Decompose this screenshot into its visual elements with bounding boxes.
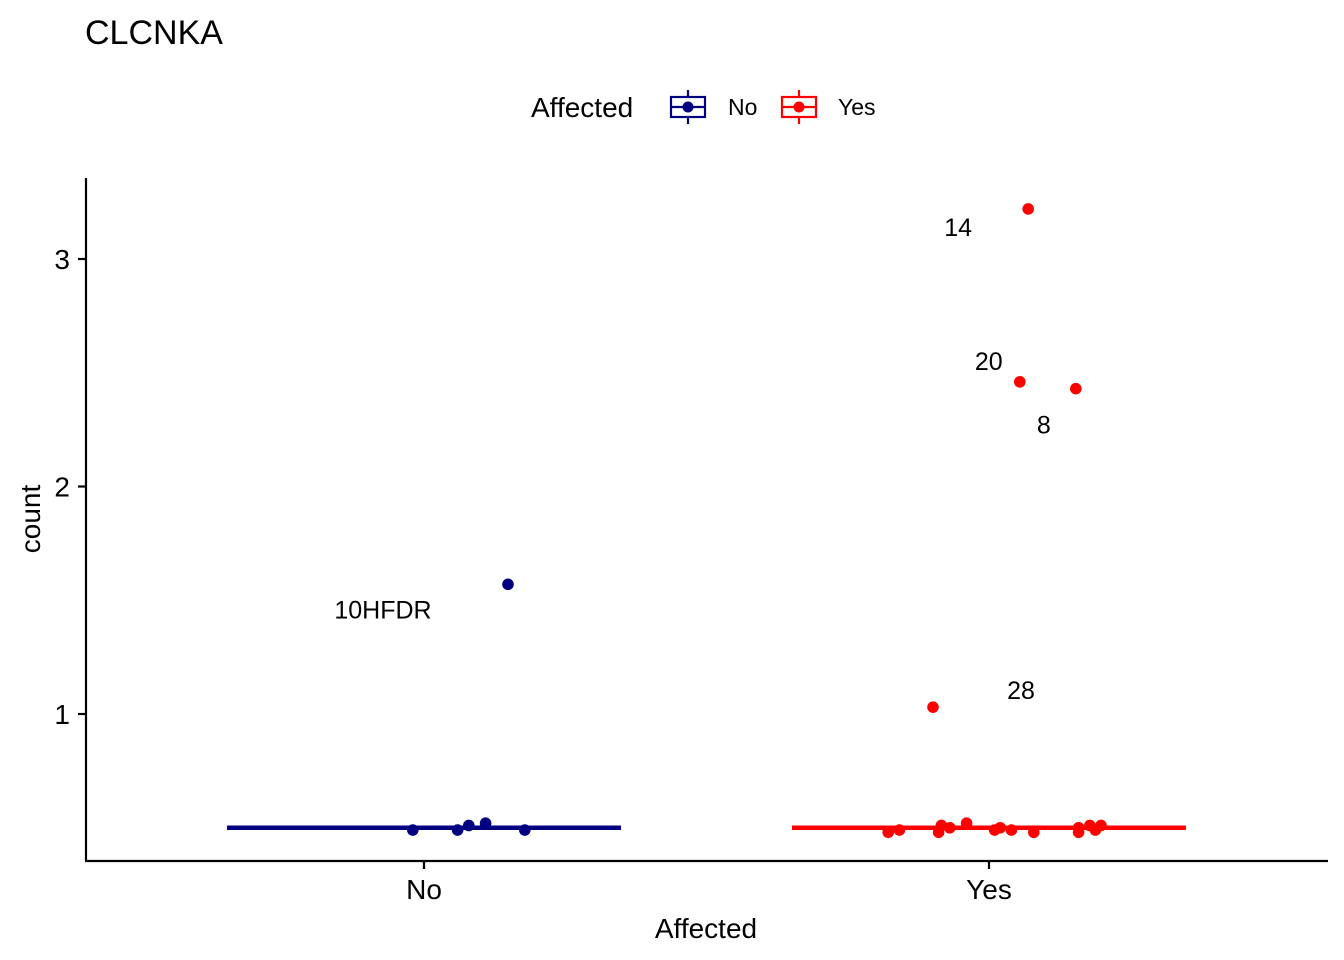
data-points <box>407 203 1107 839</box>
legend-entry-yes: Yes <box>780 90 876 124</box>
data-point <box>927 701 939 713</box>
x-tick-label: No <box>406 874 442 905</box>
legend-key-point <box>682 101 694 113</box>
data-point <box>1022 203 1034 215</box>
data-point <box>1070 382 1082 395</box>
chart-title: CLCNKA <box>85 14 223 52</box>
data-point <box>1028 826 1040 839</box>
point-labels: 10HFDR 28 20 8 14 <box>334 214 1050 705</box>
data-point <box>451 824 464 836</box>
data-point <box>893 824 906 836</box>
point-label: 28 <box>1007 677 1035 705</box>
data-point <box>502 578 514 591</box>
data-point <box>1095 819 1107 832</box>
legend-label-yes: Yes <box>838 94 876 120</box>
point-label: 8 <box>1037 412 1051 440</box>
data-point <box>463 819 475 832</box>
point-label: 14 <box>944 214 972 242</box>
data-point <box>960 817 973 829</box>
y-tick-label: 1 <box>54 699 70 730</box>
point-label: 20 <box>975 348 1003 376</box>
data-point <box>944 821 956 834</box>
legend: Affected No Yes <box>531 90 876 124</box>
data-point <box>994 821 1006 834</box>
y-tick-label: 2 <box>54 472 70 503</box>
legend-title: Affected <box>531 92 633 123</box>
legend-key-point <box>793 101 805 113</box>
axes <box>84 178 1328 863</box>
point-label: 10HFDR <box>334 596 431 624</box>
x-axis-title: Affected <box>655 913 757 944</box>
legend-entry-no: No <box>669 90 757 124</box>
y-tick-label: 3 <box>54 244 70 275</box>
data-point <box>1005 824 1018 836</box>
data-point <box>1014 376 1026 388</box>
y-axis-title: count <box>15 485 46 554</box>
ticks: 1 2 3 No Yes <box>54 244 1011 905</box>
data-point <box>479 817 492 829</box>
x-tick-label: Yes <box>966 874 1012 905</box>
data-point <box>882 826 894 839</box>
data-point <box>519 824 531 836</box>
data-point <box>1072 821 1085 834</box>
data-point <box>407 824 419 836</box>
legend-label-no: No <box>728 94 757 120</box>
